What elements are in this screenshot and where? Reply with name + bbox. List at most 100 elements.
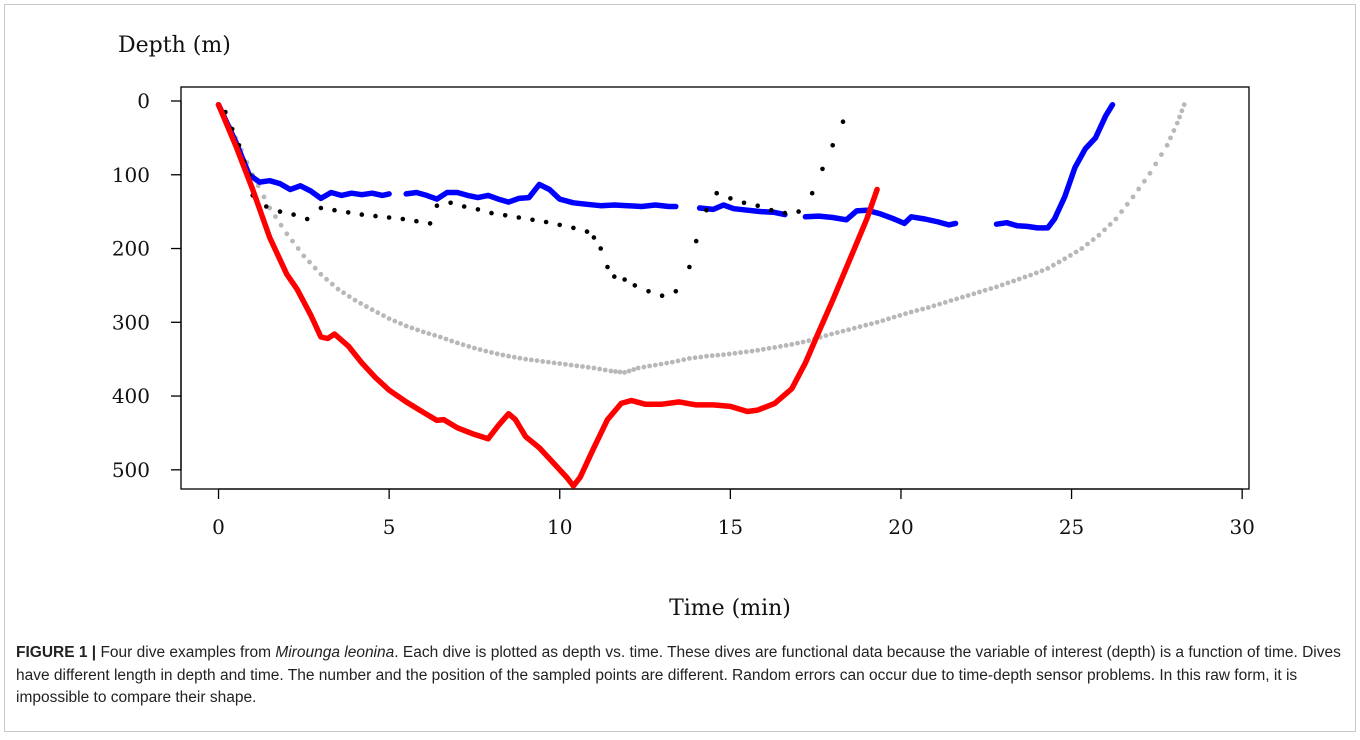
series-point [920,306,925,312]
series-point [631,367,637,372]
series-line-segment [403,181,679,210]
series-layer [215,101,1187,489]
series-point [335,286,341,292]
series-point [925,305,931,310]
series-line-segment [696,202,788,218]
y-axis: 0 100 200 300 400 500 [112,89,182,482]
series-point [1102,227,1107,233]
series-point [574,363,580,369]
series-point [687,264,692,270]
series-point [1085,241,1090,247]
series-point [823,333,829,338]
series-point [392,318,398,324]
series-point [778,344,783,349]
series-point [1022,274,1028,280]
series-point [358,301,364,306]
series-point [261,194,267,200]
series-point [652,362,658,368]
series-line-segment [215,101,880,489]
series-point [772,345,778,350]
series-point [704,207,709,213]
series-point [698,354,704,360]
series-point [277,209,283,214]
series-point [1130,194,1136,200]
series-point [749,348,755,354]
series-point [602,367,608,373]
series-point [726,351,732,357]
series-point [551,360,557,366]
series-point [954,296,960,302]
series-point [897,313,903,318]
series-point [755,203,760,208]
series-point [1171,128,1177,133]
series-point [585,364,591,370]
series-point [715,352,721,358]
series-point [965,293,971,298]
series-point [273,214,278,220]
series-point [517,355,523,361]
series-point [1005,280,1011,286]
series-point [329,281,335,287]
series-point [693,238,699,244]
series-point [704,353,709,359]
series-line-segment [802,207,959,228]
series-point [840,119,846,124]
series-point [318,271,324,277]
series-point [375,310,381,316]
series-point [622,370,627,375]
series-point [863,322,869,328]
series-point [789,342,795,347]
series-point [489,350,494,355]
series-point [427,221,433,226]
series-point [290,238,295,244]
caption-text-post: . Each dive is plotted as depth vs. time… [16,644,1341,706]
series-point [500,352,506,358]
series-point [851,325,857,331]
series-point [982,287,988,293]
series-point [278,222,284,228]
series-point [364,304,369,309]
series-point [681,357,687,363]
series-point [675,358,681,364]
series-point [1016,276,1022,282]
series-point [1153,161,1159,167]
series-point [903,311,908,317]
series-point [341,290,346,296]
x-tick-label: 5 [383,515,396,539]
series-point [437,334,443,340]
series-point [829,331,834,337]
series-point [409,325,415,331]
series-point [622,277,627,282]
series-point [461,204,467,209]
series-point [626,368,632,374]
series-point [472,345,477,351]
series-point [455,340,460,346]
series-point [563,361,568,367]
y-tick-label: 100 [112,163,150,187]
series-point [1113,216,1119,222]
series-point [743,349,749,355]
series-point [977,289,982,295]
series-point [937,301,942,307]
series-point [528,357,534,363]
series-point [1033,270,1039,276]
series-point [1147,170,1153,176]
series-point [420,329,426,335]
y-tick-label: 500 [112,458,150,482]
x-tick-label: 20 [888,515,913,539]
series-point [714,190,719,196]
series-point [415,327,420,333]
series-point [571,225,576,231]
series-point [400,216,406,222]
series-point [782,210,788,216]
series-point [840,328,846,334]
caption-text-pre: Four dive examples from [96,644,276,661]
series-point [605,264,610,270]
series-point [1079,246,1085,251]
series-point [301,253,307,259]
series-point [908,309,914,315]
series-point [931,303,937,309]
series-point [617,369,623,375]
series-point [1179,108,1185,114]
series-point [687,356,692,361]
